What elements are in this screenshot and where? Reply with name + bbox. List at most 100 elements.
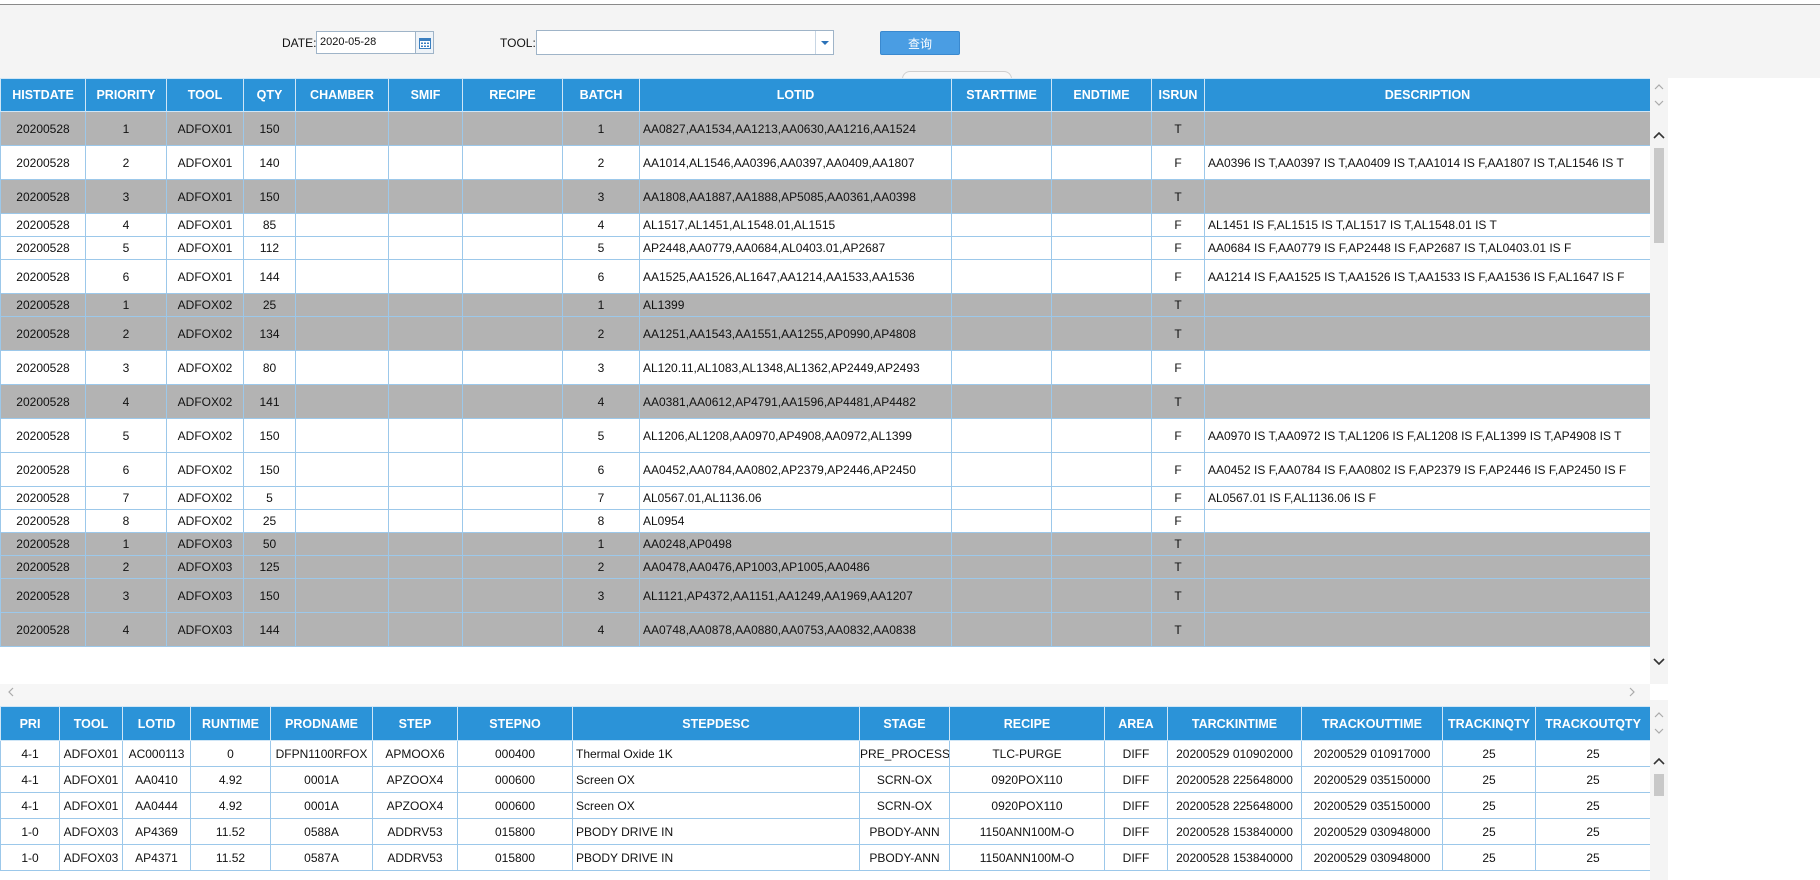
cell-runtime[interactable]: 11.52 (190, 818, 271, 845)
cell-area[interactable]: DIFF (1104, 844, 1168, 871)
cell-description[interactable] (1204, 612, 1651, 647)
cell-qty[interactable]: 150 (243, 179, 296, 214)
cell-endtime[interactable] (1051, 555, 1152, 579)
chevron-left-icon[interactable] (3, 685, 19, 699)
table-row[interactable]: 20200528 4 ADFOX03 144 4 AA0748,AA0878,AA0880… (0, 612, 1651, 647)
cell-stepno[interactable]: 000400 (457, 740, 573, 767)
cell-area[interactable]: DIFF (1104, 740, 1168, 767)
cell-trackinqty[interactable]: 25 (1442, 740, 1536, 767)
chevron-up-icon[interactable] (1651, 754, 1667, 768)
col-header-trackinqty[interactable]: TRACKINQTY (1442, 706, 1536, 741)
cell-priority[interactable]: 7 (85, 486, 167, 510)
cell-chamber[interactable] (295, 350, 389, 385)
chevron-up-icon[interactable] (1651, 80, 1667, 94)
cell-stage[interactable]: SCRN-OX (859, 792, 950, 819)
cell-lotid[interactable]: AL1517,AL1451,AL1548.01,AL1515 (639, 213, 952, 237)
cell-isrun[interactable]: F (1151, 418, 1205, 453)
cell-tool[interactable]: ADFOX01 (59, 766, 123, 793)
cell-isrun[interactable]: T (1151, 384, 1205, 419)
cell-endtime[interactable] (1051, 452, 1152, 487)
cell-lotid[interactable]: AA1525,AA1526,AL1647,AA1214,AA1533,AA153… (639, 259, 952, 294)
table-row[interactable]: 20200528 1 ADFOX02 25 1 AL1399 T (0, 293, 1651, 317)
cell-qty[interactable]: 144 (243, 612, 296, 647)
col-header-qty[interactable]: QTY (243, 78, 296, 112)
cell-recipe[interactable] (462, 555, 563, 579)
date-input[interactable]: 2020-05-28 (316, 31, 416, 54)
col-header-isrun[interactable]: ISRUN (1151, 78, 1205, 112)
cell-isrun[interactable]: T (1151, 555, 1205, 579)
cell-chamber[interactable] (295, 486, 389, 510)
cell-step[interactable]: ADDRV53 (372, 818, 458, 845)
cell-trackoutqty[interactable]: 25 (1535, 818, 1651, 845)
cell-recipe[interactable]: 0920POX110 (949, 766, 1105, 793)
cell-trackout[interactable]: 20200529 030948000 (1301, 844, 1443, 871)
cell-trackinqty[interactable]: 25 (1442, 818, 1536, 845)
cell-batch[interactable]: 3 (562, 179, 640, 214)
cell-lotid[interactable]: AC000113 (122, 740, 191, 767)
cell-stepdesc[interactable]: PBODY DRIVE IN (572, 844, 860, 871)
cell-histdate[interactable]: 20200528 (0, 555, 86, 579)
col-header-stage[interactable]: STAGE (859, 706, 950, 741)
cell-lotid[interactable]: AL1206,AL1208,AA0970,AP4908,AA0972,AL139… (639, 418, 952, 453)
col-header-trackouttime[interactable]: TRACKOUTTIME (1301, 706, 1443, 741)
cell-stage[interactable]: SCRN-OX (859, 766, 950, 793)
col-header-histdate[interactable]: HISTDATE (0, 78, 86, 112)
cell-recipe[interactable] (462, 316, 563, 351)
cell-stepdesc[interactable]: PBODY DRIVE IN (572, 818, 860, 845)
cell-lotid[interactable]: AL0567.01,AL1136.06 (639, 486, 952, 510)
table-row[interactable]: 20200528 3 ADFOX01 150 3 AA1808,AA1887,AA1888… (0, 179, 1651, 214)
cell-histdate[interactable]: 20200528 (0, 236, 86, 260)
cell-isrun[interactable]: F (1151, 236, 1205, 260)
cell-tool[interactable]: ADFOX03 (59, 818, 123, 845)
cell-pri[interactable]: 1-0 (0, 844, 60, 871)
cell-recipe[interactable] (462, 612, 563, 647)
cell-batch[interactable]: 5 (562, 236, 640, 260)
col-header-tool[interactable]: TOOL (59, 706, 123, 741)
cell-tool[interactable]: ADFOX01 (59, 792, 123, 819)
cell-lotid[interactable]: AP4369 (122, 818, 191, 845)
cell-description[interactable]: AL1451 IS F,AL1515 IS T,AL1517 IS T,AL15… (1204, 213, 1651, 237)
cell-endtime[interactable] (1051, 179, 1152, 214)
cell-tool[interactable]: ADFOX01 (166, 213, 244, 237)
cell-smif[interactable] (388, 384, 463, 419)
cell-histdate[interactable]: 20200528 (0, 259, 86, 294)
cell-smif[interactable] (388, 179, 463, 214)
cell-starttime[interactable] (951, 213, 1052, 237)
calendar-icon[interactable] (416, 31, 434, 54)
cell-endtime[interactable] (1051, 612, 1152, 647)
cell-lotid[interactable]: AA1808,AA1887,AA1888,AP5085,AA0361,AA039… (639, 179, 952, 214)
cell-histdate[interactable]: 20200528 (0, 111, 86, 146)
cell-description[interactable] (1204, 316, 1651, 351)
cell-batch[interactable]: 4 (562, 612, 640, 647)
table-row[interactable]: 4-1 ADFOX01 AC000113 0 DFPN1100RFOX APMOOX6 00… (0, 740, 1651, 767)
cell-batch[interactable]: 1 (562, 293, 640, 317)
col-header-stepno[interactable]: STEPNO (457, 706, 573, 741)
cell-histdate[interactable]: 20200528 (0, 179, 86, 214)
grid2-vertical-scrollbar[interactable] (1650, 706, 1668, 880)
cell-tool[interactable]: ADFOX03 (166, 532, 244, 556)
cell-trackout[interactable]: 20200529 035150000 (1301, 792, 1443, 819)
cell-priority[interactable]: 4 (85, 384, 167, 419)
cell-description[interactable] (1204, 532, 1651, 556)
col-header-recipe[interactable]: RECIPE (462, 78, 563, 112)
cell-priority[interactable]: 8 (85, 509, 167, 533)
cell-chamber[interactable] (295, 532, 389, 556)
cell-recipe[interactable] (462, 111, 563, 146)
cell-chamber[interactable] (295, 418, 389, 453)
cell-stepno[interactable]: 015800 (457, 844, 573, 871)
cell-pri[interactable]: 1-0 (0, 818, 60, 845)
cell-priority[interactable]: 2 (85, 555, 167, 579)
cell-qty[interactable]: 150 (243, 578, 296, 613)
cell-pri[interactable]: 4-1 (0, 792, 60, 819)
cell-lotid[interactable]: AA0410 (122, 766, 191, 793)
table-row[interactable]: 1-0 ADFOX03 AP4371 11.52 0587A ADDRV53 015800 P… (0, 844, 1651, 871)
col-header-step[interactable]: STEP (372, 706, 458, 741)
cell-histdate[interactable]: 20200528 (0, 509, 86, 533)
cell-tool[interactable]: ADFOX03 (166, 578, 244, 613)
chevron-down-icon[interactable] (1651, 96, 1667, 110)
cell-starttime[interactable] (951, 418, 1052, 453)
cell-tool[interactable]: ADFOX02 (166, 418, 244, 453)
cell-qty[interactable]: 134 (243, 316, 296, 351)
cell-isrun[interactable]: T (1151, 293, 1205, 317)
cell-priority[interactable]: 3 (85, 350, 167, 385)
